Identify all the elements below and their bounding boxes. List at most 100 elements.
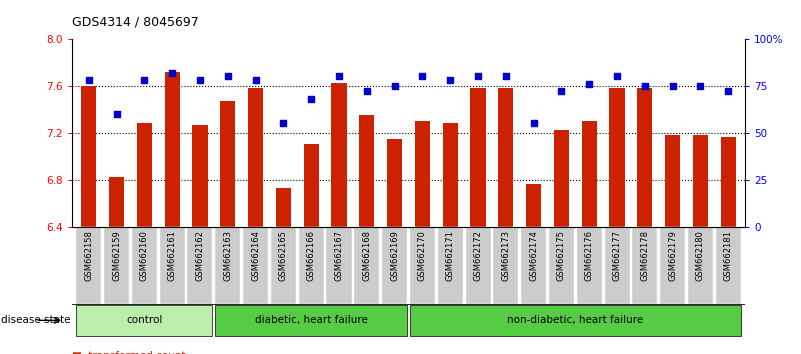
FancyBboxPatch shape xyxy=(271,227,296,304)
Point xyxy=(583,81,596,87)
Text: non-diabetic, heart failure: non-diabetic, heart failure xyxy=(507,315,643,325)
Text: GSM662163: GSM662163 xyxy=(223,230,232,281)
Bar xyxy=(582,121,597,354)
Text: GSM662161: GSM662161 xyxy=(167,230,177,281)
Bar xyxy=(665,135,680,354)
FancyBboxPatch shape xyxy=(437,227,463,304)
FancyBboxPatch shape xyxy=(104,227,129,304)
FancyBboxPatch shape xyxy=(521,227,546,304)
Text: GSM662162: GSM662162 xyxy=(195,230,204,281)
Bar xyxy=(553,130,569,354)
Point xyxy=(472,74,485,79)
Bar xyxy=(443,124,458,354)
Bar xyxy=(304,144,319,354)
Point xyxy=(610,74,623,79)
Bar xyxy=(332,84,347,354)
FancyBboxPatch shape xyxy=(465,227,490,304)
Bar xyxy=(526,184,541,354)
Text: disease state: disease state xyxy=(1,315,70,325)
Point xyxy=(111,111,123,117)
Text: GSM662175: GSM662175 xyxy=(557,230,566,281)
Text: GSM662174: GSM662174 xyxy=(529,230,538,281)
Bar xyxy=(693,135,708,354)
Text: GSM662164: GSM662164 xyxy=(251,230,260,281)
FancyBboxPatch shape xyxy=(159,227,185,304)
Text: GSM662170: GSM662170 xyxy=(418,230,427,281)
FancyBboxPatch shape xyxy=(660,227,685,304)
Bar xyxy=(81,86,96,354)
FancyBboxPatch shape xyxy=(299,227,324,304)
FancyBboxPatch shape xyxy=(76,305,212,336)
FancyBboxPatch shape xyxy=(632,227,658,304)
Point xyxy=(221,74,234,79)
Text: control: control xyxy=(127,315,163,325)
Point xyxy=(277,120,290,126)
Bar xyxy=(220,101,235,354)
FancyBboxPatch shape xyxy=(493,227,518,304)
Text: GSM662178: GSM662178 xyxy=(640,230,650,281)
Text: GSM662180: GSM662180 xyxy=(696,230,705,281)
Point xyxy=(249,78,262,83)
Bar xyxy=(637,88,653,354)
Text: GSM662167: GSM662167 xyxy=(335,230,344,281)
Point xyxy=(444,78,457,83)
Text: GSM662165: GSM662165 xyxy=(279,230,288,281)
FancyBboxPatch shape xyxy=(410,305,741,336)
Point xyxy=(138,78,151,83)
Bar xyxy=(415,121,430,354)
FancyBboxPatch shape xyxy=(688,227,713,304)
Bar xyxy=(359,115,374,354)
Bar xyxy=(164,72,180,354)
Point xyxy=(360,88,373,94)
Point xyxy=(527,120,540,126)
Text: GSM662181: GSM662181 xyxy=(724,230,733,281)
Text: GSM662177: GSM662177 xyxy=(613,230,622,281)
Point xyxy=(499,74,512,79)
Text: GDS4314 / 8045697: GDS4314 / 8045697 xyxy=(72,15,199,28)
FancyBboxPatch shape xyxy=(577,227,602,304)
Point xyxy=(305,96,318,102)
FancyBboxPatch shape xyxy=(716,227,741,304)
Text: GSM662159: GSM662159 xyxy=(112,230,121,281)
Bar xyxy=(470,88,485,354)
FancyBboxPatch shape xyxy=(187,227,212,304)
Bar xyxy=(248,88,264,354)
Point xyxy=(166,70,179,75)
Text: GSM662168: GSM662168 xyxy=(362,230,372,281)
Point xyxy=(332,74,345,79)
FancyBboxPatch shape xyxy=(215,305,407,336)
FancyBboxPatch shape xyxy=(243,227,268,304)
Text: GSM662160: GSM662160 xyxy=(140,230,149,281)
FancyBboxPatch shape xyxy=(382,227,407,304)
FancyBboxPatch shape xyxy=(354,227,380,304)
Bar xyxy=(109,177,124,354)
Text: GSM662176: GSM662176 xyxy=(585,230,594,281)
Bar xyxy=(192,125,207,354)
Text: GSM662169: GSM662169 xyxy=(390,230,399,281)
Bar xyxy=(276,188,291,354)
Text: GSM662171: GSM662171 xyxy=(445,230,455,281)
Point xyxy=(666,83,679,89)
Bar xyxy=(610,88,625,354)
Text: GSM662172: GSM662172 xyxy=(473,230,482,281)
Point xyxy=(555,88,568,94)
Bar xyxy=(721,137,736,354)
Text: GSM662158: GSM662158 xyxy=(84,230,93,281)
FancyBboxPatch shape xyxy=(605,227,630,304)
Point xyxy=(194,78,207,83)
Text: GSM662173: GSM662173 xyxy=(501,230,510,281)
FancyBboxPatch shape xyxy=(132,227,157,304)
Bar xyxy=(387,139,402,354)
FancyBboxPatch shape xyxy=(327,227,352,304)
Point xyxy=(416,74,429,79)
Text: ■  transformed count: ■ transformed count xyxy=(72,351,186,354)
FancyBboxPatch shape xyxy=(410,227,435,304)
Bar xyxy=(498,88,513,354)
Point xyxy=(388,83,401,89)
FancyBboxPatch shape xyxy=(549,227,574,304)
Point xyxy=(638,83,651,89)
Point xyxy=(694,83,706,89)
FancyBboxPatch shape xyxy=(215,227,240,304)
Bar xyxy=(137,124,152,354)
FancyBboxPatch shape xyxy=(76,227,101,304)
